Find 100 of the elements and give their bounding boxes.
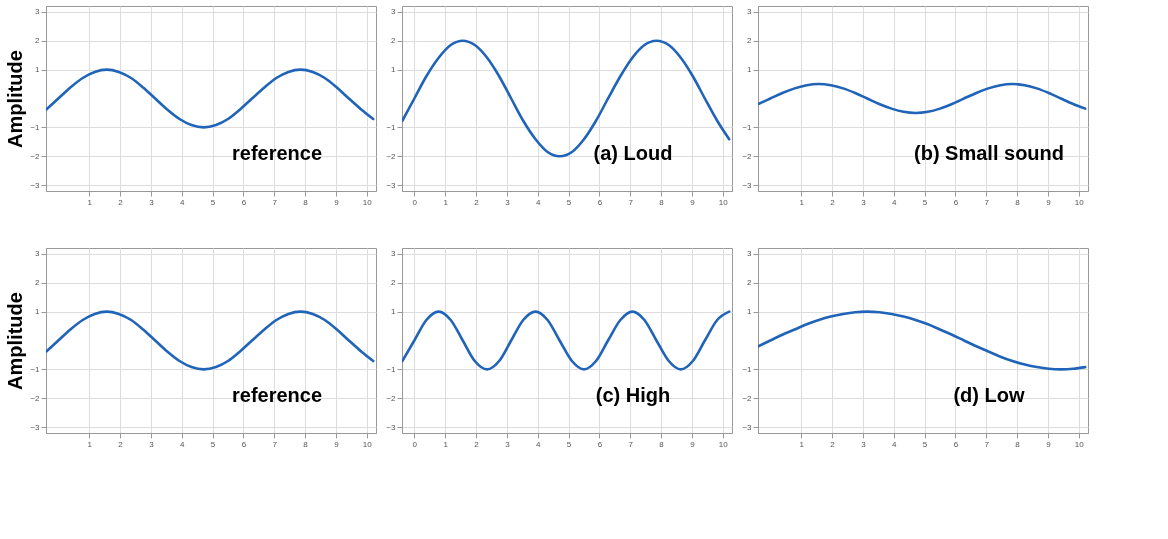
x-tick-label: 1	[443, 439, 449, 449]
annotation: (d) Low	[953, 384, 1025, 406]
x-tick-label: 5	[922, 197, 928, 207]
y-tick-label: −1	[386, 122, 397, 132]
annotation: (b) Small sound	[914, 142, 1064, 164]
y-tick-label: 2	[391, 36, 397, 46]
y-tick-label: 2	[747, 278, 753, 288]
y-tick-label: 1	[35, 307, 41, 317]
y-tick-label: 1	[391, 65, 397, 75]
x-tick-label: 3	[861, 439, 867, 449]
x-tick-label: 1	[87, 197, 93, 207]
y-tick-label: −2	[30, 151, 41, 161]
annotation: (a) Loud	[593, 142, 673, 164]
y-tick-label: −1	[742, 364, 753, 374]
x-tick-label: 10	[362, 439, 373, 449]
x-tick-label: 10	[718, 439, 729, 449]
x-tick-label: 6	[241, 197, 247, 207]
y-tick-label: −1	[742, 122, 753, 132]
x-tick-label: 2	[118, 197, 124, 207]
x-tick-label: 1	[87, 439, 93, 449]
x-tick-label: 9	[690, 439, 696, 449]
y-tick-label: −1	[386, 364, 397, 374]
x-tick-label: 9	[334, 439, 340, 449]
x-tick-label: 7	[272, 439, 278, 449]
y-tick-label: −3	[30, 180, 41, 190]
y-tick-label: 3	[35, 249, 41, 259]
x-tick-label: 6	[953, 439, 959, 449]
x-tick-label: 8	[303, 197, 309, 207]
y-tick-label: −3	[386, 180, 397, 190]
y-tick-label: 3	[747, 7, 753, 17]
x-tick-label: 6	[597, 197, 603, 207]
x-tick-label: 9	[1046, 439, 1052, 449]
x-tick-label: 5	[922, 439, 928, 449]
y-axis-title: Amplitude	[4, 50, 27, 148]
x-tick-label: 3	[861, 197, 867, 207]
y-tick-label: −1	[30, 122, 41, 132]
y-tick-label: 2	[35, 36, 41, 46]
x-tick-label: 2	[474, 197, 480, 207]
y-tick-label: 2	[747, 36, 753, 46]
y-tick-label: 3	[391, 249, 397, 259]
x-tick-label: 10	[1074, 197, 1085, 207]
x-tick-label: 2	[118, 439, 124, 449]
y-tick-label: −3	[742, 422, 753, 432]
x-tick-label: 4	[179, 197, 185, 207]
x-tick-label: 0	[412, 439, 418, 449]
line-series	[46, 310, 375, 371]
x-tick-label: 4	[535, 439, 541, 449]
x-tick-label: 1	[799, 197, 805, 207]
x-tick-label: 6	[241, 439, 247, 449]
x-tick-label: 2	[474, 439, 480, 449]
line-series	[758, 310, 1087, 371]
x-tick-label: 5	[566, 197, 572, 207]
x-tick-label: 5	[210, 197, 216, 207]
x-tick-label: 8	[659, 197, 665, 207]
line-series	[402, 310, 731, 371]
x-tick-label: 7	[628, 197, 634, 207]
y-tick-label: 1	[747, 307, 753, 317]
x-tick-label: 10	[718, 197, 729, 207]
x-tick-label: 7	[984, 439, 990, 449]
x-tick-label: 7	[628, 439, 634, 449]
x-tick-label: 6	[597, 439, 603, 449]
x-tick-label: 9	[1046, 197, 1052, 207]
x-tick-label: 5	[210, 439, 216, 449]
y-tick-label: 3	[35, 7, 41, 17]
x-tick-label: 8	[659, 439, 665, 449]
x-tick-label: 10	[362, 197, 373, 207]
x-tick-label: 3	[149, 439, 155, 449]
x-tick-label: 4	[891, 197, 897, 207]
x-tick-label: 8	[1015, 197, 1021, 207]
x-tick-label: 10	[1074, 439, 1085, 449]
x-tick-label: 3	[505, 439, 511, 449]
x-tick-label: 8	[303, 439, 309, 449]
x-tick-label: 7	[984, 197, 990, 207]
y-tick-label: 1	[747, 65, 753, 75]
x-tick-label: 2	[830, 439, 836, 449]
x-tick-label: 1	[443, 197, 449, 207]
y-tick-label: −2	[386, 393, 397, 403]
y-tick-label: −2	[30, 393, 41, 403]
y-tick-label: 1	[391, 307, 397, 317]
x-tick-label: 4	[535, 197, 541, 207]
x-tick-label: 4	[179, 439, 185, 449]
x-tick-label: 9	[334, 197, 340, 207]
y-tick-label: −3	[30, 422, 41, 432]
x-tick-label: 6	[953, 197, 959, 207]
x-tick-label: 3	[149, 197, 155, 207]
x-tick-label: 5	[566, 439, 572, 449]
line-series	[46, 68, 375, 129]
x-tick-label: 7	[272, 197, 278, 207]
y-tick-label: 1	[35, 65, 41, 75]
y-tick-label: −2	[742, 393, 753, 403]
y-axis-title: Amplitude	[4, 292, 27, 390]
y-tick-label: 2	[391, 278, 397, 288]
x-tick-label: 8	[1015, 439, 1021, 449]
x-tick-label: 4	[891, 439, 897, 449]
annotation: reference	[231, 142, 323, 164]
line-series	[758, 82, 1087, 115]
y-tick-label: 3	[391, 7, 397, 17]
x-tick-label: 1	[799, 439, 805, 449]
x-tick-label: 9	[690, 197, 696, 207]
x-tick-label: 2	[830, 197, 836, 207]
